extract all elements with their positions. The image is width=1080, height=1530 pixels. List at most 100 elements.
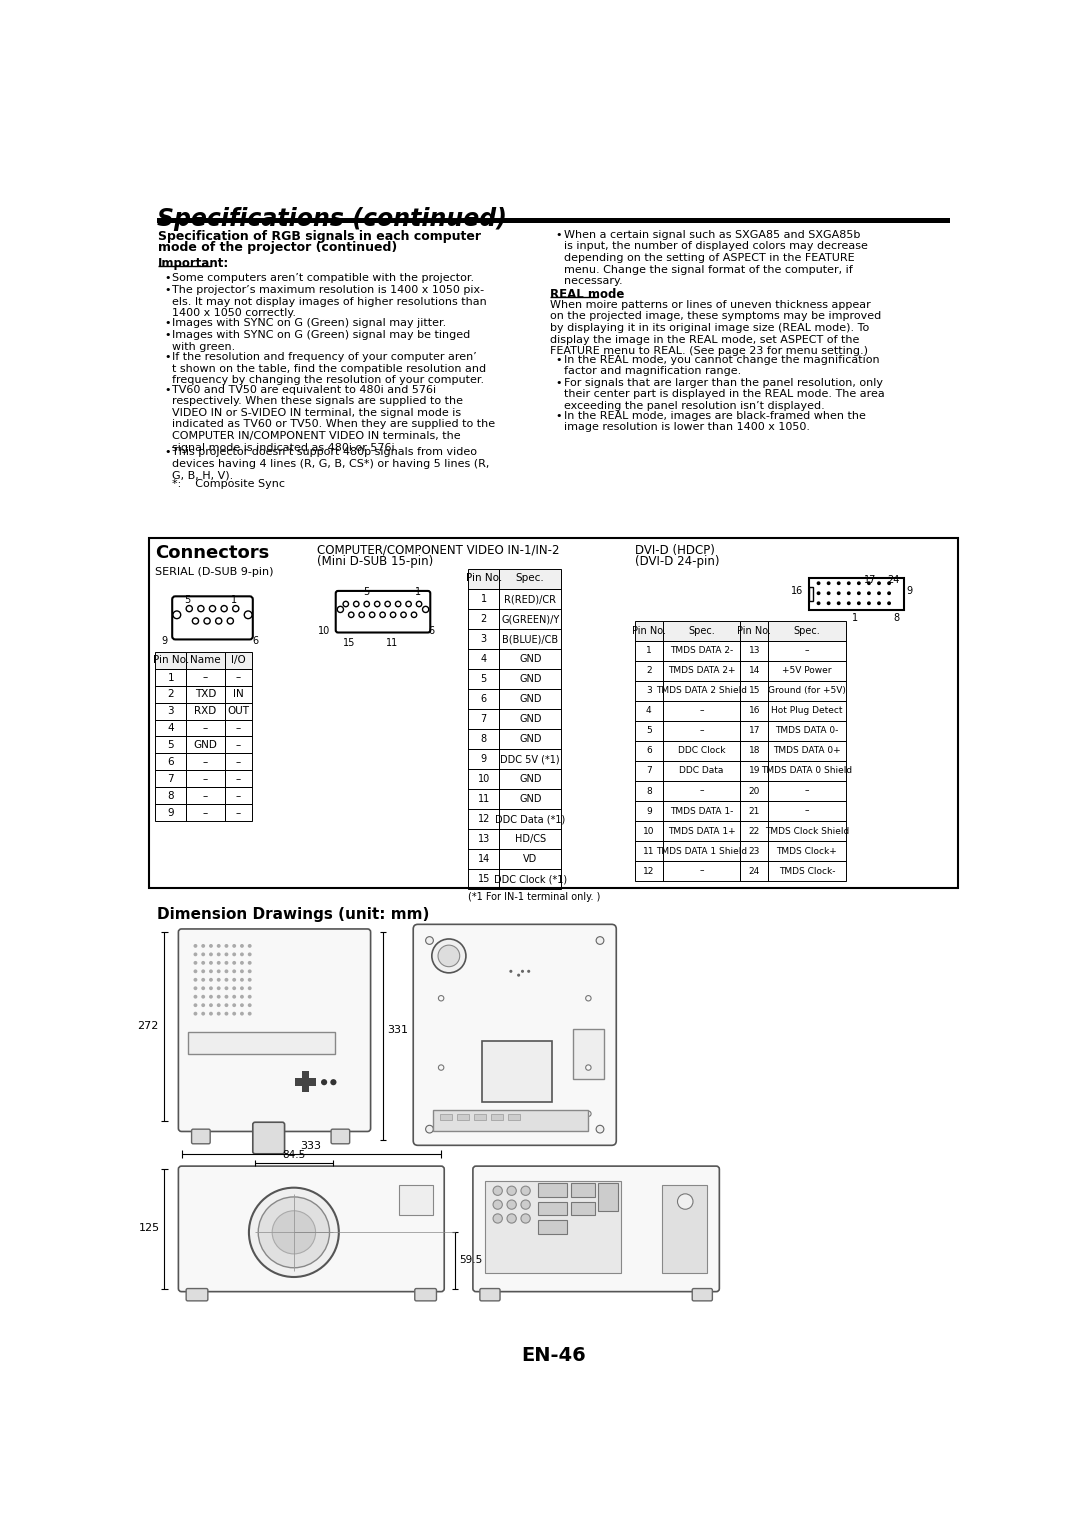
FancyBboxPatch shape [172,597,253,640]
Text: •: • [164,447,171,457]
Circle shape [847,581,851,584]
Bar [740,621,768,641]
Text: For signals that are larger than the panel resolution, only
their center part is: For signals that are larger than the pan… [564,378,885,412]
Text: TMDS Clock Shield: TMDS Clock Shield [765,826,849,835]
Circle shape [201,944,205,947]
Text: GND: GND [519,794,541,805]
Text: Specification of RGB signals in each computer: Specification of RGB signals in each com… [159,230,482,243]
Bar [570,1183,595,1196]
Text: DVI-D (HDCP): DVI-D (HDCP) [635,545,715,557]
Bar [469,748,499,768]
Bar [469,669,499,688]
Circle shape [217,961,220,965]
Bar [740,701,768,721]
Circle shape [193,994,198,999]
Text: (DVI-D 24-pin): (DVI-D 24-pin) [635,555,719,568]
Bar [469,629,499,649]
Bar [663,681,740,701]
Circle shape [826,601,831,606]
Circle shape [201,1004,205,1007]
Circle shape [585,1065,591,1071]
Circle shape [232,961,237,965]
Text: 3: 3 [167,707,174,716]
Bar [740,802,768,822]
Circle shape [847,591,851,595]
Circle shape [585,996,591,1001]
Circle shape [837,581,840,584]
Bar [186,736,225,753]
Circle shape [816,581,821,584]
Circle shape [247,953,252,956]
Bar [499,708,562,728]
Circle shape [856,591,861,595]
Text: 11: 11 [387,638,399,647]
Circle shape [217,970,220,973]
Text: OUT: OUT [228,707,249,716]
Text: 9: 9 [481,754,487,763]
Text: TMDS Clock-: TMDS Clock- [779,866,835,875]
Text: DDC Data (*1): DDC Data (*1) [495,814,565,825]
Bar [635,782,663,802]
Circle shape [204,618,211,624]
Text: 5: 5 [363,588,369,597]
Text: 9: 9 [906,586,913,595]
Bar [809,578,904,610]
Circle shape [867,601,870,606]
Text: Images with SYNC on G (Green) signal may be tinged
with green.: Images with SYNC on G (Green) signal may… [172,330,471,352]
Circle shape [816,601,821,606]
Text: *:    Composite Sync: *: Composite Sync [172,479,285,490]
Circle shape [232,987,237,990]
FancyBboxPatch shape [191,1129,211,1144]
Text: Images with SYNC on G (Green) signal may jitter.: Images with SYNC on G (Green) signal may… [172,318,446,327]
Bar [768,701,846,721]
Bar [186,753,225,770]
Circle shape [330,1079,337,1085]
Text: 14: 14 [477,854,490,864]
Circle shape [225,1004,228,1007]
Text: 6: 6 [481,695,487,704]
Text: •: • [164,285,171,295]
Circle shape [353,601,359,607]
Bar [499,589,562,609]
Text: –: – [235,724,241,733]
Text: (*1 For IN-1 terminal only. ): (*1 For IN-1 terminal only. ) [469,892,600,903]
Bar [768,760,846,782]
Bar [570,1201,595,1215]
Circle shape [193,961,198,965]
Circle shape [201,978,205,982]
Bar [499,629,562,649]
Bar [635,842,663,861]
Text: 21: 21 [748,806,760,815]
Bar [598,1183,618,1210]
Circle shape [217,978,220,982]
Text: B(BLUE)/CB: B(BLUE)/CB [502,633,558,644]
Text: –: – [699,866,704,875]
Bar [469,809,499,829]
Text: –: – [805,806,809,815]
Text: Important:: Important: [159,257,229,269]
Circle shape [867,581,870,584]
Bar [469,688,499,708]
Text: DDC Clock (*1): DDC Clock (*1) [494,874,567,884]
Bar [635,641,663,661]
Text: I/O: I/O [231,655,246,666]
Text: 14: 14 [748,667,760,675]
Text: •: • [556,378,563,387]
Circle shape [210,994,213,999]
Text: TMDS Clock+: TMDS Clock+ [777,846,837,855]
Circle shape [210,1004,213,1007]
Text: 17: 17 [748,727,760,736]
Bar [469,829,499,849]
Bar [469,609,499,629]
Circle shape [887,591,891,595]
Text: The projector’s maximum resolution is 1400 x 1050 pix-
els. It may not display i: The projector’s maximum resolution is 14… [172,285,487,318]
Text: 20: 20 [748,786,760,796]
Text: SERIAL (D-SUB 9-pin): SERIAL (D-SUB 9-pin) [156,568,273,577]
Bar [662,1184,707,1273]
Text: –: – [203,774,208,785]
Circle shape [217,994,220,999]
Text: Ground (for +5V): Ground (for +5V) [768,687,846,696]
Bar [225,753,252,770]
Text: –: – [805,786,809,796]
Text: Dimension Drawings (unit: mm): Dimension Drawings (unit: mm) [157,907,429,923]
